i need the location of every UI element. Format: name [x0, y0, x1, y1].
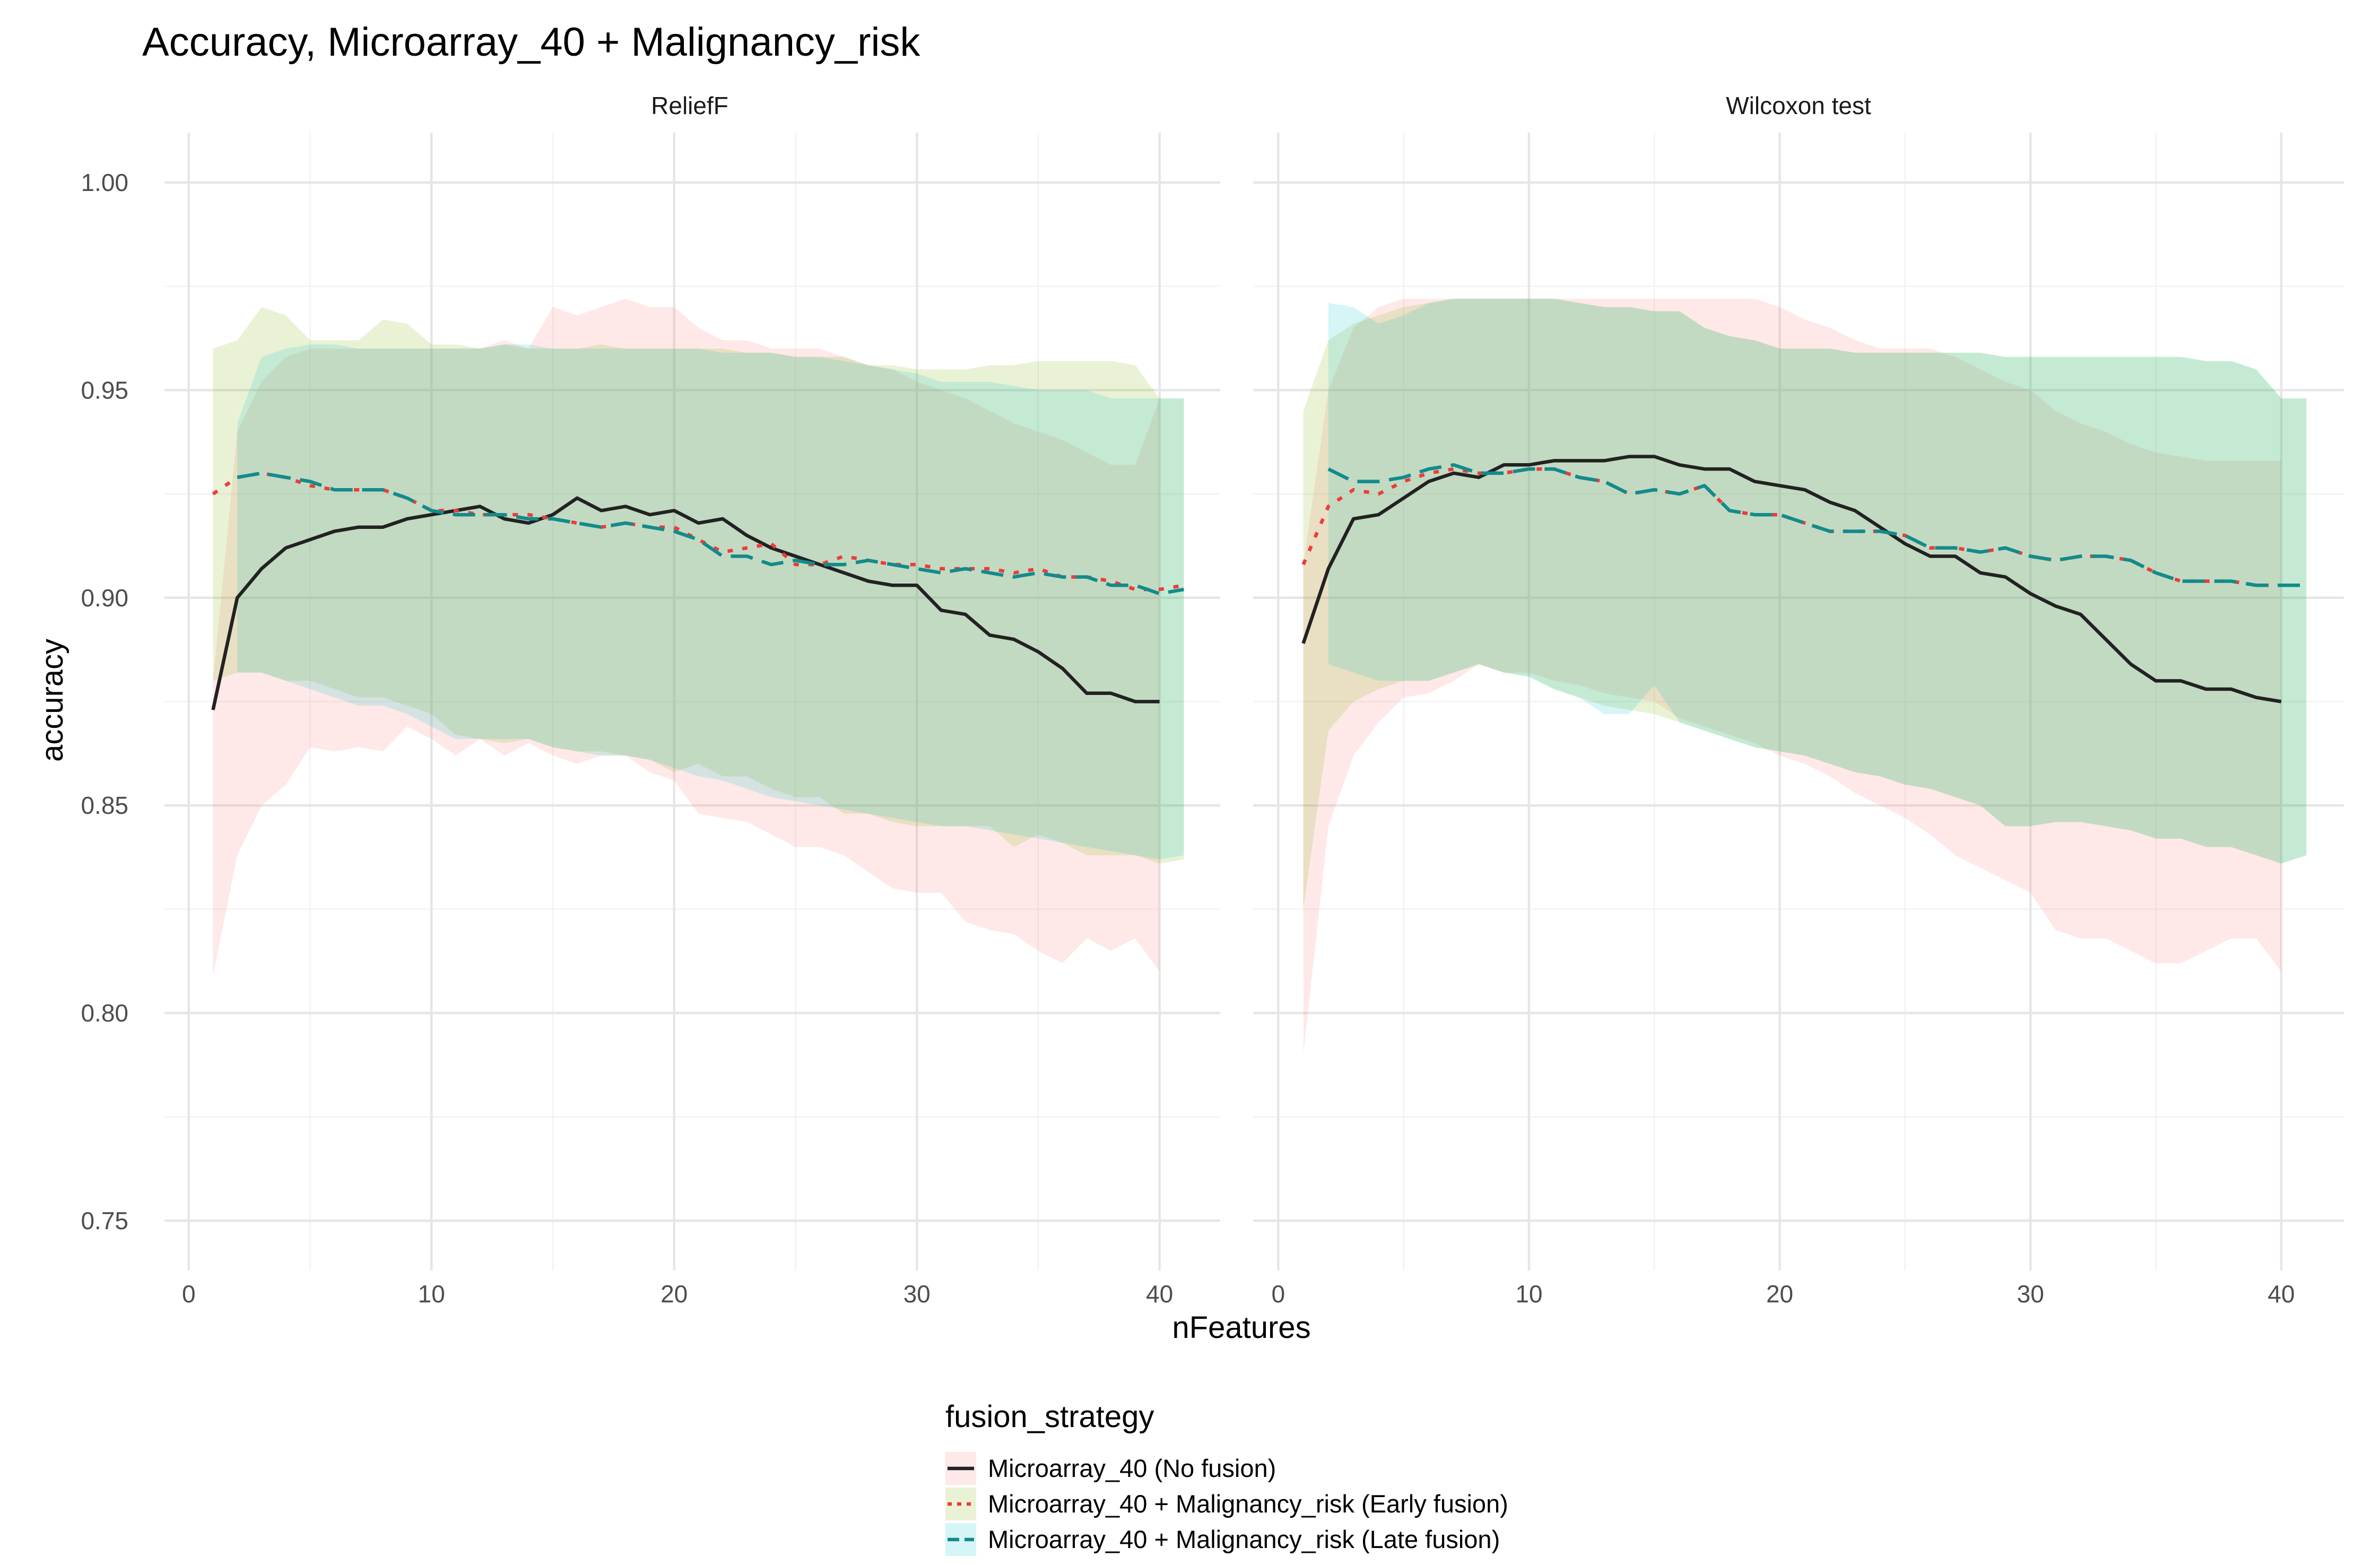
- line-series-3: [1327, 463, 2307, 587]
- y-tick-label: 0.85: [81, 792, 128, 819]
- x-tick-label: 10: [418, 1280, 445, 1308]
- x-tick-label: 10: [1515, 1280, 1542, 1308]
- panel-wilcoxon-test: Wilcoxon test 0 10 20 30 40: [1253, 92, 2344, 1308]
- y-tick-label: 0.90: [81, 584, 128, 612]
- panel-relieff: ReliefF 0 10 20 30 40 0.75 0.80 0.85 0.90 0.95 1.00: [81, 92, 1220, 1308]
- legend-entry: Microarray_40 + Malignancy_risk (Early f…: [945, 1488, 1508, 1520]
- x-tick-label: 40: [1146, 1280, 1173, 1308]
- ribbon-series-3: [1328, 299, 2307, 864]
- panel-strip-label: ReliefF: [651, 92, 728, 119]
- legend-label: Microarray_40 + Malignancy_risk (Early f…: [988, 1490, 1508, 1518]
- ribbon-series-1: [213, 299, 1160, 976]
- legend-entry: Microarray_40 + Malignancy_risk (Late fu…: [945, 1523, 1500, 1556]
- x-tick-label: 20: [1766, 1280, 1793, 1308]
- panel-strip-label: Wilcoxon test: [1726, 92, 1871, 119]
- line-series-1: [1301, 455, 2282, 703]
- chart-panels: ReliefF 0 10 20 30 40 0.75 0.80 0.85 0.90 0.95 1.00…: [81, 92, 2344, 1308]
- line-series-3: [237, 471, 1184, 596]
- legend-entry: Microarray_40 (No fusion): [945, 1452, 1276, 1485]
- x-tick-label: 0: [1271, 1280, 1285, 1308]
- ribbon-series-2: [1303, 299, 2307, 909]
- y-axis-title: accuracy: [35, 639, 70, 762]
- x-tick-label: 30: [2017, 1280, 2044, 1308]
- line-series-2: [1301, 467, 2307, 587]
- ribbon-series-2: [213, 307, 1184, 864]
- ribbon-series-1: [1303, 299, 2281, 1055]
- legend-label: Microarray_40 (No fusion): [988, 1454, 1276, 1482]
- x-tick-label: 30: [904, 1280, 931, 1308]
- y-tick-label: 1.00: [81, 169, 128, 196]
- x-axis-title: nFeatures: [1172, 1310, 1310, 1345]
- legend-title: fusion_strategy: [945, 1399, 1154, 1434]
- y-tick-label: 0.75: [81, 1207, 128, 1234]
- x-tick-label: 40: [2268, 1280, 2295, 1308]
- ribbon-series-3: [237, 344, 1184, 859]
- legend-label: Microarray_40 + Malignancy_risk (Late fu…: [988, 1525, 1500, 1553]
- x-tick-label: 0: [182, 1280, 196, 1308]
- line-series-1: [211, 496, 1160, 710]
- legend: fusion_strategy Microarray_40 (No fusion…: [945, 1399, 1508, 1556]
- chart-title: Accuracy, Microarray_40 + Malignancy_ris…: [142, 20, 920, 65]
- x-tick-label: 20: [661, 1280, 688, 1308]
- y-tick-label: 0.80: [81, 999, 128, 1027]
- y-tick-label: 0.95: [81, 376, 128, 404]
